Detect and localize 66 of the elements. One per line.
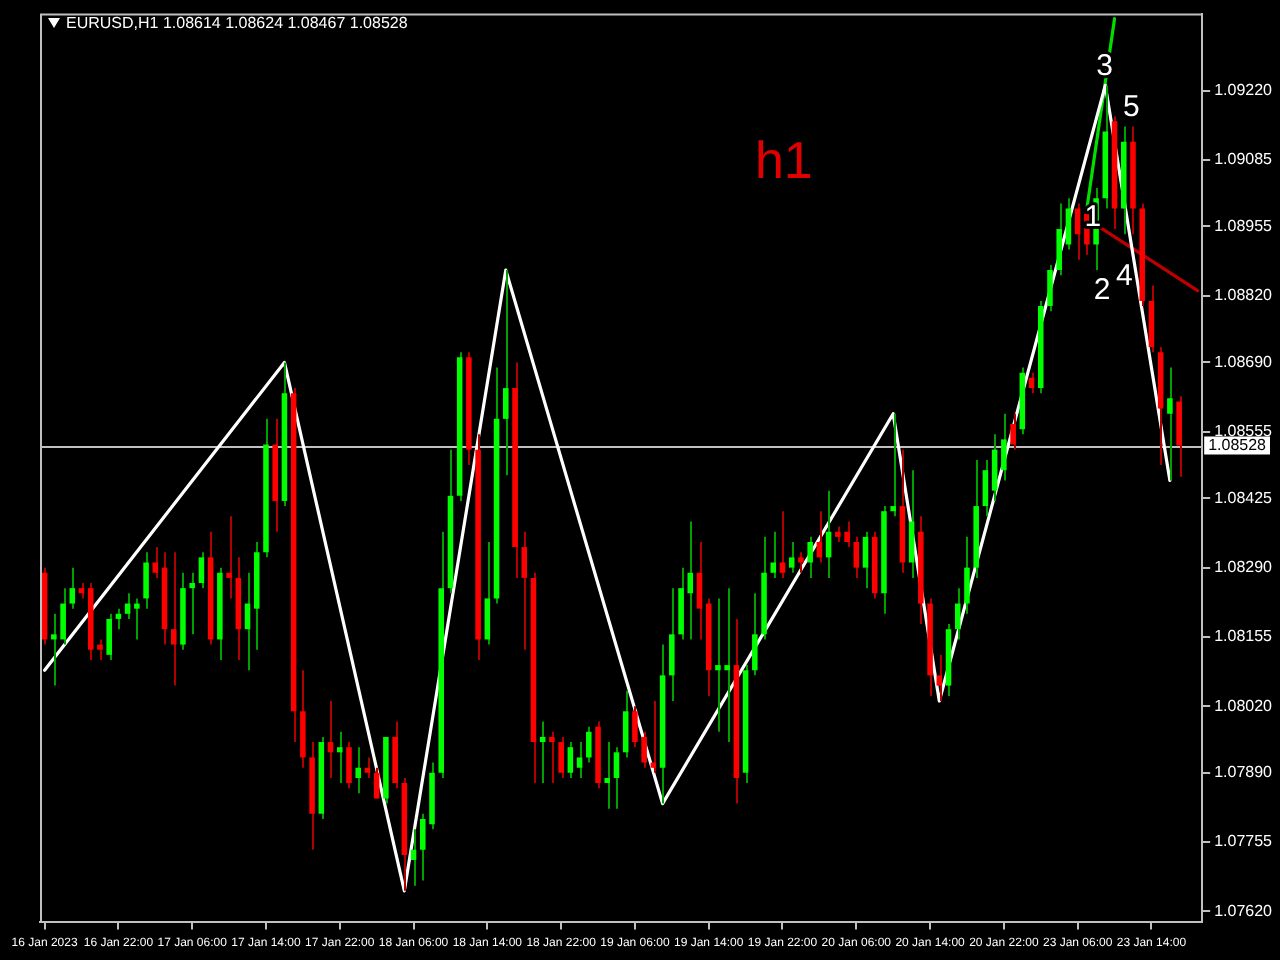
candlestick (669, 587, 675, 703)
candlestick (170, 551, 177, 687)
candlestick (484, 540, 491, 646)
candlestick (982, 458, 989, 518)
candlestick (1001, 412, 1007, 482)
candlestick (890, 412, 896, 518)
candlestick (807, 535, 813, 579)
candlestick (567, 741, 574, 779)
y-tick-label: 1.08690 (1214, 352, 1274, 371)
candlestick (798, 551, 804, 574)
annotation: 1 (1084, 200, 1102, 235)
y-tick-label: 1.07620 (1214, 901, 1274, 920)
candlestick (1167, 366, 1173, 482)
annotation: h1 (754, 129, 813, 190)
y-tick-label: 1.08425 (1214, 488, 1274, 507)
candlestick (69, 566, 76, 610)
candlestick (392, 720, 398, 790)
chart-title: EURUSD,H1 1.08614 1.08624 1.08467 1.08528 (66, 14, 408, 32)
candlestick (300, 669, 306, 769)
y-tick-label: 1.08020 (1214, 696, 1274, 715)
candlestick (1010, 412, 1016, 451)
candlestick (106, 612, 112, 661)
annotation: 2 (1093, 272, 1111, 307)
y-tick-label: 1.08155 (1214, 627, 1274, 646)
candlestick (1047, 263, 1053, 313)
candlestick (788, 540, 795, 574)
candlestick (991, 433, 998, 502)
candlestick (604, 741, 611, 810)
y-tick-label: 1.08555 (1214, 422, 1274, 441)
candlestick (558, 735, 564, 779)
annotation: 5 (1122, 90, 1140, 125)
candlestick (134, 597, 140, 641)
candlestick (853, 535, 860, 579)
candlestick (503, 269, 509, 477)
y-tick-label: 1.09220 (1214, 80, 1274, 99)
y-tick-label: 1.08955 (1214, 216, 1274, 235)
candlestick (346, 741, 352, 790)
candlestick (143, 551, 149, 610)
candlestick (613, 746, 620, 810)
candlestick (189, 571, 195, 636)
candlestick (576, 741, 583, 779)
ref-line-label: 1.08528 (1208, 435, 1268, 454)
candlestick (337, 730, 343, 785)
candlestick (1176, 395, 1182, 478)
candlestick (954, 587, 961, 641)
candlestick (549, 730, 555, 785)
y-tick-label: 1.07755 (1214, 832, 1274, 851)
y-tick-label: 1.08290 (1214, 558, 1274, 577)
y-tick-label: 1.07890 (1214, 763, 1274, 782)
candlestick (696, 540, 703, 641)
candlestick (862, 530, 869, 590)
candlestick (97, 638, 103, 661)
y-tick-label: 1.09085 (1214, 150, 1274, 169)
y-tick-label: 1.08820 (1214, 286, 1274, 305)
candlestick (198, 551, 205, 590)
annotation: 4 (1115, 259, 1133, 294)
candlestick (936, 653, 943, 703)
candlestick (226, 515, 232, 600)
candlestick (355, 746, 361, 795)
candlestick (752, 592, 758, 677)
candlestick (908, 469, 915, 579)
candlestick (622, 689, 629, 759)
candlestick (964, 535, 970, 615)
candlestick (1056, 202, 1062, 277)
candlestick (1148, 284, 1155, 354)
candlestick (586, 725, 592, 764)
